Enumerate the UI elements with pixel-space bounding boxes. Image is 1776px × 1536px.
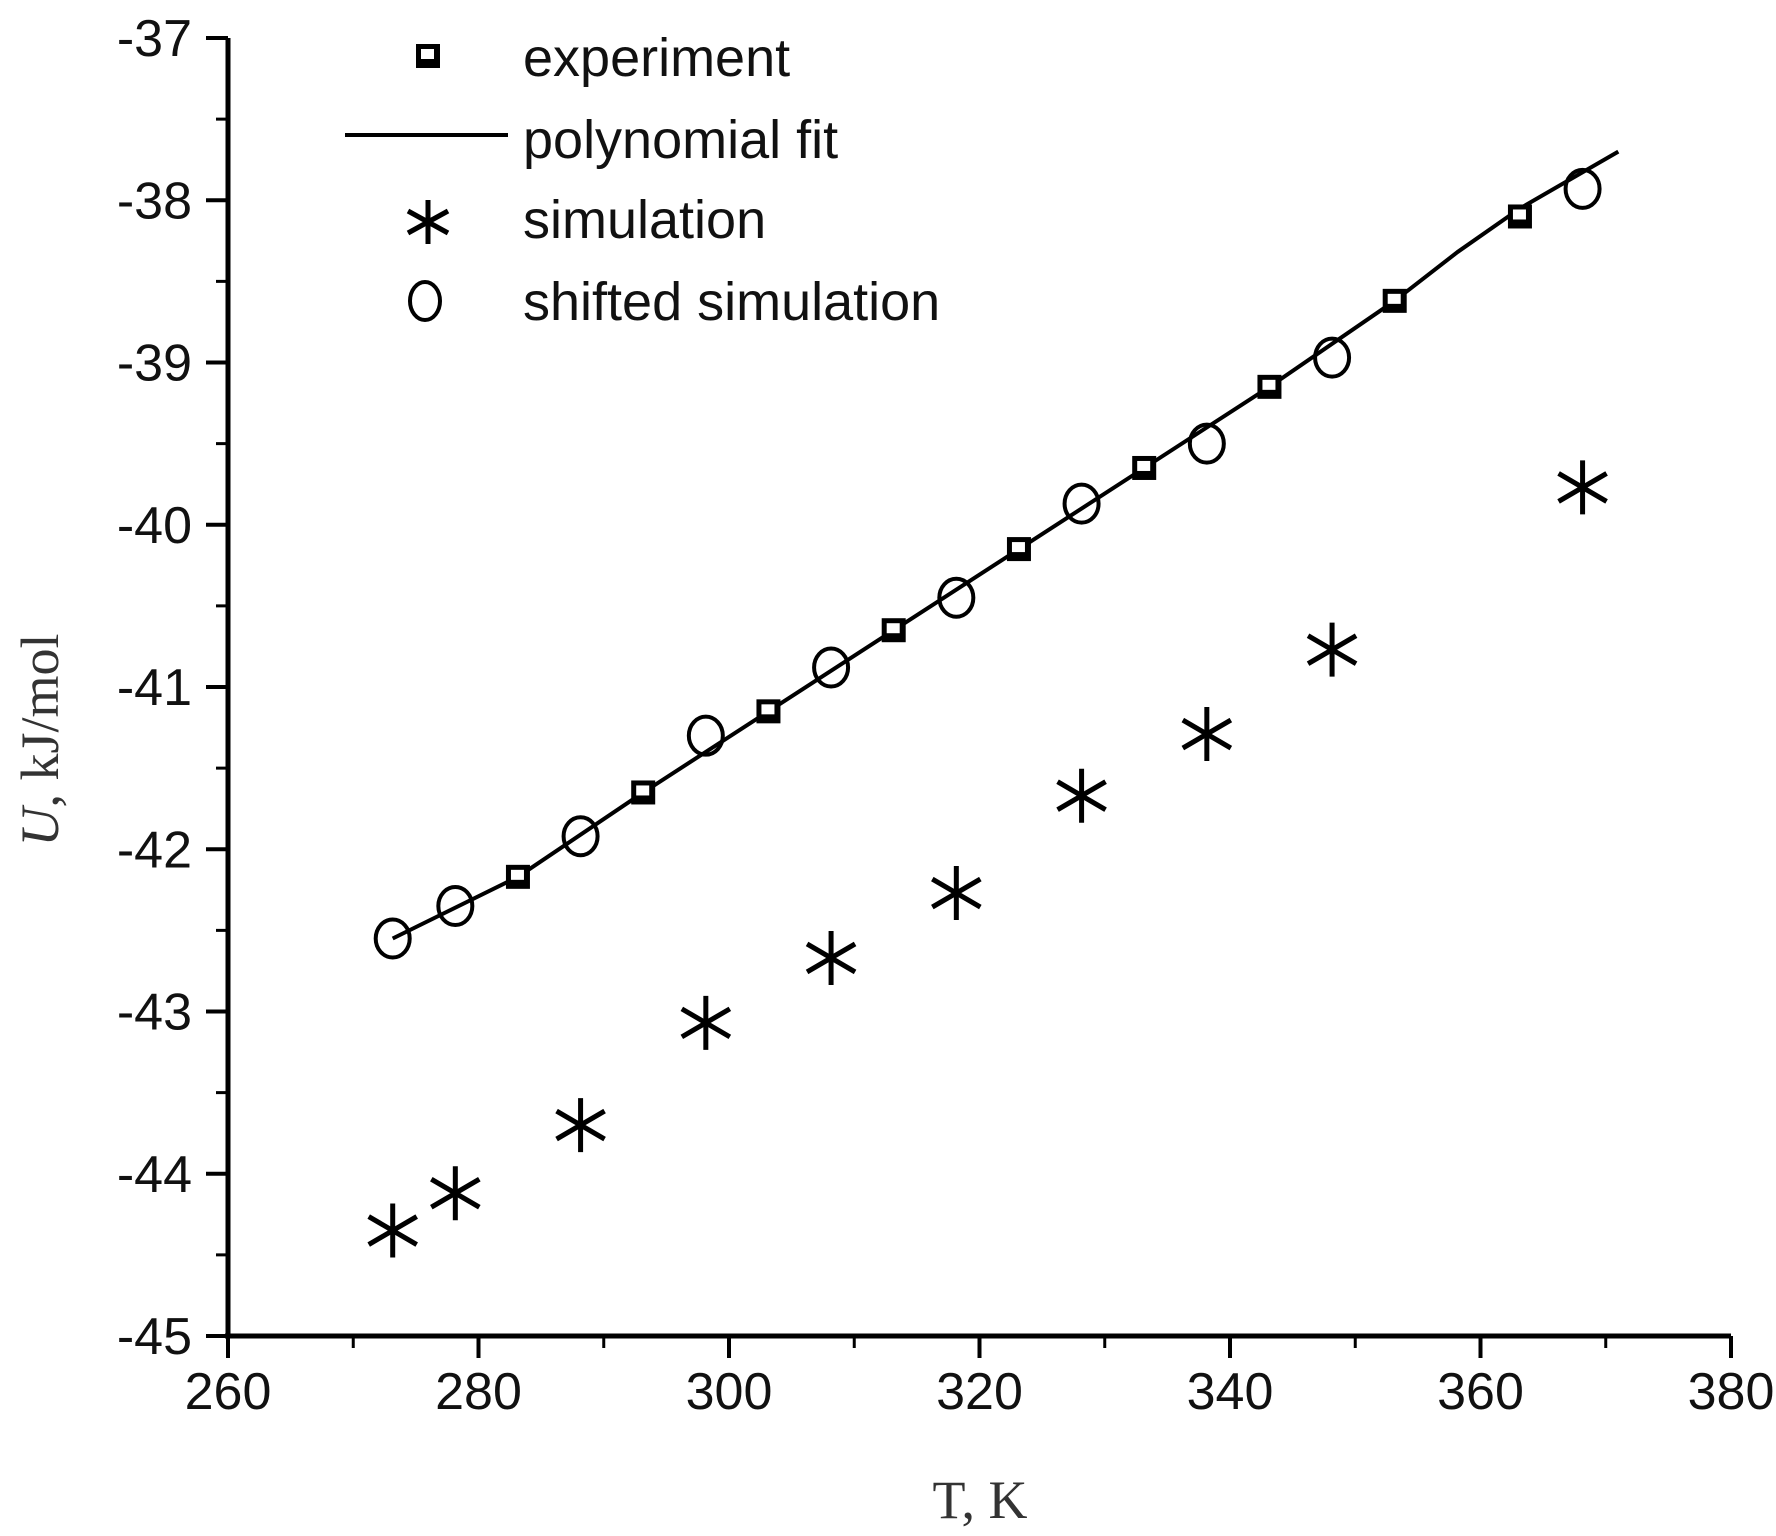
y-tick-label--43: -43 [117, 984, 192, 1042]
y-tick-label--42: -42 [117, 821, 192, 879]
simulation-point [430, 1166, 481, 1221]
simulation-point [555, 1098, 606, 1153]
simulation-point [805, 930, 857, 985]
x-axis-title: T, K [933, 1470, 1028, 1530]
shifted-simulation-point [1313, 336, 1352, 379]
legend-label-simulation: simulation [523, 190, 766, 250]
y-tick-label--39: -39 [117, 335, 192, 393]
y-tick-label--45: -45 [117, 1308, 192, 1366]
experiment-point [1006, 537, 1031, 562]
legend-asterisk-marker [406, 200, 450, 244]
plot-area [367, 149, 1620, 1258]
simulation-point [931, 866, 982, 921]
simulation-point [1306, 622, 1358, 677]
shifted-simulation-point [373, 917, 412, 960]
shifted-simulation-point [1187, 422, 1226, 465]
experiment-point [631, 780, 656, 805]
legend-square-marker-highlight [421, 49, 434, 59]
y-tick-label--40: -40 [117, 497, 192, 555]
y-tick-label--37: -37 [117, 10, 192, 68]
y-ticks: -37 -38 -39 -40 -41 -42 -43 -44 -45 [117, 10, 228, 1366]
experiment-point [505, 864, 530, 889]
legend-label-experiment: experiment [523, 28, 790, 88]
experiment-point [881, 618, 906, 643]
simulation-point [367, 1203, 418, 1258]
x-tick-label-300: 300 [686, 1363, 773, 1421]
x-tick-label-280: 280 [435, 1363, 522, 1421]
experiment-point [1382, 288, 1407, 313]
legend-circle-marker [408, 280, 442, 322]
y-tick-label--41: -41 [117, 659, 192, 717]
x-tick-label-380: 380 [1688, 1363, 1775, 1421]
shifted-simulation-point [1062, 482, 1101, 525]
y-tick-label--44: -44 [117, 1146, 192, 1204]
y-axis-units: , kJ/mol [10, 633, 70, 807]
shifted-simulation-point [561, 815, 600, 858]
experiment-point [1507, 204, 1532, 229]
shifted-simulation-point [937, 576, 976, 619]
simulation-point [680, 995, 732, 1050]
shifted-simulation-point [436, 885, 475, 928]
shifted-simulation-point [686, 714, 725, 757]
simulation-point [1181, 707, 1233, 762]
shifted-simulation-point [812, 646, 851, 689]
x-tick-label-360: 360 [1437, 1363, 1524, 1421]
legend-label-shifted-simulation: shifted simulation [523, 272, 940, 332]
x-tick-label-340: 340 [1187, 1363, 1274, 1421]
legend: experiment polynomial fit simulation shi… [345, 28, 940, 332]
x-tick-label-320: 320 [936, 1363, 1023, 1421]
axes [225, 38, 1731, 1339]
legend-label-polynomial-fit: polynomial fit [523, 110, 838, 170]
experiment-point [1257, 374, 1282, 399]
shifted-simulation-point [1563, 167, 1602, 210]
simulation-point [1056, 768, 1107, 823]
y-tick-label--38: -38 [117, 172, 192, 230]
experiment-point [1132, 455, 1157, 480]
y-axis-symbol: U [10, 805, 70, 847]
y-axis-title: U, kJ/mol [10, 633, 70, 846]
x-tick-label-260: 260 [185, 1363, 272, 1421]
x-ticks: 260 280 300 320 340 360 380 [185, 1336, 1775, 1421]
experiment-point [756, 699, 781, 724]
polynomial-fit-line [391, 149, 1620, 941]
simulation-point [1557, 460, 1608, 515]
